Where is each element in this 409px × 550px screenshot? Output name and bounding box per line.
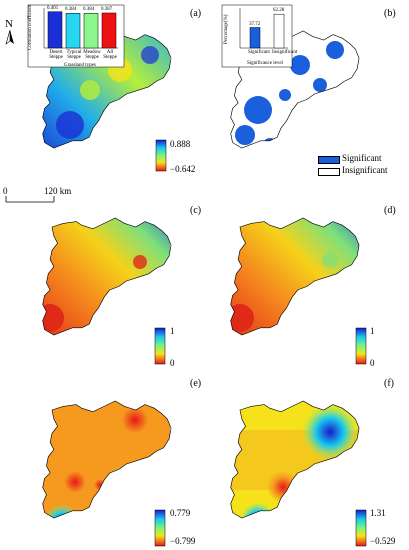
colorbar-a-min: −0.642 (170, 164, 196, 174)
scale-bar-start: 0 (3, 186, 8, 196)
colorbar-e (154, 509, 166, 547)
colorbar-f (355, 509, 367, 547)
inset-b-ylabel: Percentage(%) (224, 14, 229, 44)
panel-label-f: (f) (384, 378, 394, 389)
inset-chart-b (221, 4, 293, 68)
inset-a-ylabel: Correlation coefficient (28, 4, 33, 50)
inset-b-bar-1 (273, 13, 285, 49)
inset-b-category-label-0: Significant (248, 50, 270, 55)
inset-a-category-label-2: Meadow Steppe (83, 50, 101, 60)
inset-a-value-label-0: 0.401 (47, 5, 59, 11)
inset-a-bar-2 (83, 13, 99, 49)
map-f (230, 400, 360, 519)
north-arrow-icon (5, 29, 14, 45)
map-c (42, 217, 172, 336)
inset-a-value-label-2: 0.384 (83, 7, 95, 13)
inset-b-xlabel: Significance level (247, 61, 283, 66)
colorbar-e-max: 0.779 (170, 508, 191, 518)
colorbar-c (154, 327, 166, 365)
colorbar-d-max: 1 (370, 326, 375, 336)
legend-swatch-significant (318, 156, 340, 164)
legend-swatch-insignificant (318, 168, 340, 176)
colorbar-c-max: 1 (170, 326, 175, 336)
inset-a-bar-1 (65, 13, 81, 49)
legend-label-significant: Significant (342, 153, 382, 163)
colorbar-e-min: −0.799 (170, 536, 196, 546)
panel-label-d: (d) (384, 205, 396, 216)
inset-a-value-label-3: 0.387 (101, 6, 113, 12)
north-letter: N (5, 18, 13, 30)
inset-b-category-label-1: Insignificant (272, 50, 298, 55)
legend-label-insignificant: Insignificant (342, 165, 388, 175)
inset-b-bar-0 (249, 27, 261, 49)
map-e (42, 400, 172, 519)
map-d (230, 217, 360, 336)
colorbar-f-max: 1.31 (370, 508, 386, 518)
scale-bar-end: 120 km (44, 186, 72, 196)
colorbar-a-max: 0.888 (170, 139, 191, 149)
inset-a-category-label-0: Desert Steppe (49, 50, 63, 60)
inset-a-category-label-3: All Steppe (103, 50, 117, 60)
colorbar-c-min: 0 (170, 358, 175, 368)
colorbar-d-min: 0 (370, 358, 375, 368)
inset-b-value-label-0: 37.72 (249, 21, 261, 27)
panel-label-e: (e) (190, 378, 202, 389)
inset-a-bar-0 (47, 11, 63, 49)
inset-chart-a (27, 4, 125, 68)
inset-a-xlabel: Grassland types (64, 63, 96, 68)
inset-a-bar-3 (101, 12, 117, 49)
inset-a-category-label-1: Typical Steppe (66, 50, 82, 60)
inset-a-value-label-1: 0.384 (65, 7, 77, 13)
inset-b-value-label-1: 62.28 (273, 8, 285, 14)
panel-label-c: (c) (190, 205, 202, 216)
colorbar-a (155, 139, 167, 172)
panel-label-a: (a) (190, 8, 202, 19)
colorbar-f-min: −0.529 (370, 536, 396, 546)
panel-label-b: (b) (384, 8, 396, 19)
scale-bar (5, 196, 55, 203)
colorbar-d (355, 327, 367, 365)
